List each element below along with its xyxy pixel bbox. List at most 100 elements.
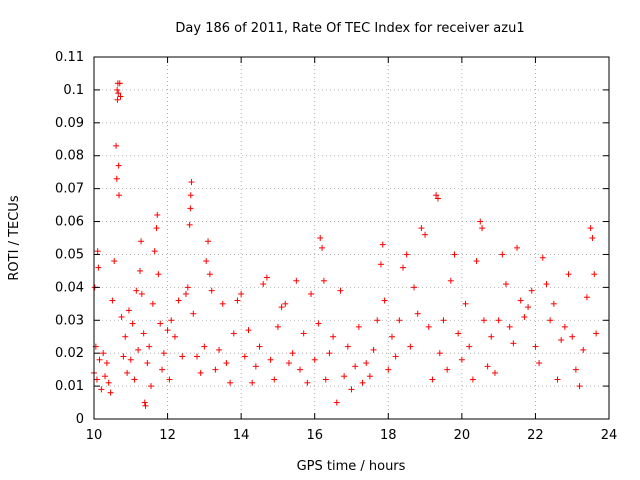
data-point bbox=[154, 211, 161, 218]
data-point bbox=[352, 363, 359, 370]
data-point bbox=[558, 337, 565, 344]
data-point bbox=[116, 192, 123, 199]
data-point bbox=[186, 221, 193, 228]
data-point bbox=[547, 317, 554, 324]
data-point bbox=[407, 343, 414, 350]
data-point bbox=[477, 218, 484, 225]
data-point bbox=[166, 376, 173, 383]
data-point bbox=[238, 290, 245, 297]
data-point bbox=[499, 251, 506, 258]
data-point bbox=[322, 376, 329, 383]
data-point bbox=[561, 323, 568, 330]
data-point bbox=[473, 258, 480, 265]
data-point bbox=[234, 297, 241, 304]
data-point bbox=[591, 271, 598, 278]
data-point bbox=[256, 343, 263, 350]
data-point bbox=[304, 379, 311, 386]
data-point bbox=[157, 320, 164, 327]
data-point bbox=[589, 235, 596, 241]
y-tick-label: 0.11 bbox=[55, 50, 84, 65]
x-tick-label: 12 bbox=[159, 428, 176, 443]
data-point bbox=[341, 373, 348, 380]
data-point bbox=[133, 287, 140, 294]
data-point bbox=[267, 356, 274, 363]
data-point bbox=[326, 350, 333, 357]
data-point bbox=[115, 90, 122, 97]
data-point bbox=[565, 271, 572, 278]
data-point bbox=[550, 300, 557, 307]
data-point bbox=[282, 300, 289, 307]
data-point bbox=[187, 205, 194, 212]
data-point bbox=[422, 231, 429, 238]
data-point bbox=[491, 369, 498, 376]
plot-frame bbox=[93, 56, 610, 420]
data-point bbox=[359, 379, 366, 386]
data-point bbox=[525, 304, 532, 311]
data-point bbox=[587, 225, 594, 232]
data-point bbox=[103, 360, 110, 367]
data-point bbox=[436, 350, 443, 357]
data-point bbox=[403, 251, 410, 258]
x-tick-label: 22 bbox=[527, 428, 544, 443]
data-point bbox=[138, 238, 145, 245]
data-point bbox=[285, 360, 292, 367]
data-point bbox=[142, 402, 149, 409]
data-point bbox=[539, 254, 546, 261]
data-point bbox=[107, 389, 114, 396]
data-point bbox=[569, 333, 576, 340]
data-point bbox=[434, 195, 441, 202]
data-point bbox=[136, 267, 143, 274]
y-tick-label: 0.04 bbox=[55, 280, 84, 295]
x-tick-label: 24 bbox=[601, 428, 618, 443]
data-point bbox=[411, 284, 418, 291]
y-tick-label: 0.06 bbox=[55, 215, 84, 230]
data-point bbox=[263, 274, 270, 281]
data-point bbox=[109, 297, 116, 304]
y-tick-label: 0.03 bbox=[55, 313, 84, 328]
data-point bbox=[141, 399, 148, 406]
data-point bbox=[576, 383, 583, 390]
data-point bbox=[105, 379, 112, 386]
data-point bbox=[289, 350, 296, 357]
data-point bbox=[194, 353, 200, 360]
data-point bbox=[146, 343, 153, 350]
data-point bbox=[333, 399, 340, 406]
y-tick-label: 0 bbox=[76, 412, 84, 427]
data-point bbox=[440, 317, 447, 324]
data-point bbox=[117, 93, 124, 100]
data-point bbox=[155, 271, 162, 278]
data-point bbox=[148, 383, 155, 390]
data-point bbox=[188, 179, 195, 186]
data-point bbox=[370, 346, 377, 353]
data-point bbox=[245, 327, 252, 334]
data-point bbox=[113, 142, 120, 149]
y-tick-label: 0.01 bbox=[55, 379, 84, 394]
data-point bbox=[116, 80, 123, 87]
data-point bbox=[151, 248, 158, 255]
data-point bbox=[111, 258, 118, 265]
data-point bbox=[414, 310, 421, 317]
data-point bbox=[278, 304, 285, 311]
data-point bbox=[536, 360, 543, 367]
data-point bbox=[462, 300, 469, 307]
data-point bbox=[583, 294, 590, 301]
data-point bbox=[190, 310, 197, 317]
data-point bbox=[122, 333, 129, 340]
data-point bbox=[125, 307, 132, 314]
tick-labels: 10 12 14 16 18 20 22 24 0 0.01 0.02 0.03 0.04 0.05 0.0… bbox=[55, 50, 617, 443]
data-point bbox=[510, 340, 517, 347]
data-point bbox=[315, 320, 322, 327]
data-point bbox=[149, 300, 156, 307]
data-point bbox=[164, 327, 171, 334]
data-point bbox=[543, 281, 550, 288]
data-point bbox=[377, 261, 384, 268]
data-point bbox=[308, 290, 315, 297]
data-point bbox=[320, 277, 327, 284]
data-point bbox=[219, 300, 226, 307]
data-point bbox=[458, 356, 465, 363]
data-point bbox=[488, 333, 495, 340]
grid bbox=[94, 57, 609, 419]
data-point bbox=[521, 313, 528, 320]
x-tick-label: 10 bbox=[86, 428, 103, 443]
